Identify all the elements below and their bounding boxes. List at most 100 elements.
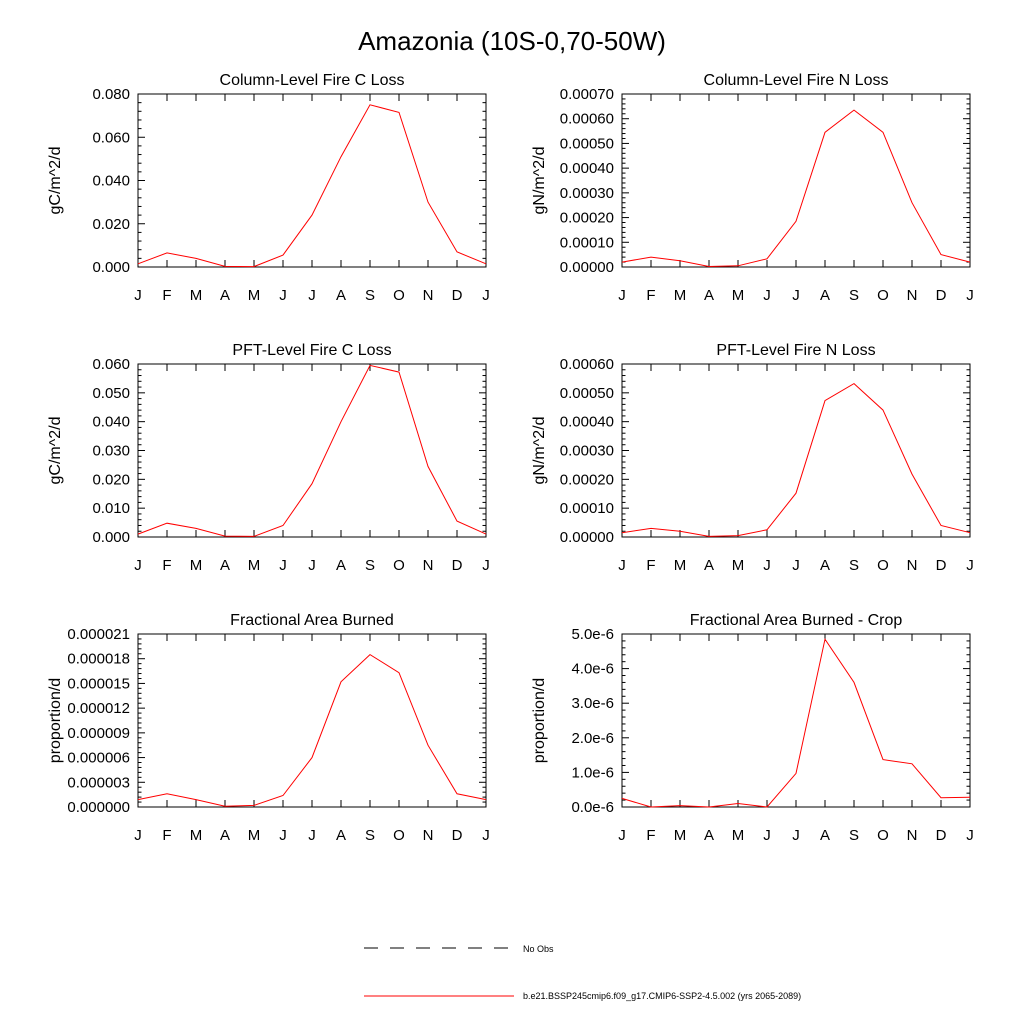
y-tick-label: 0.000018 (67, 651, 130, 668)
x-tick-label: J (279, 557, 287, 574)
panel-title: Fractional Area Burned - Crop (690, 612, 903, 629)
x-tick-label: F (162, 827, 171, 844)
plot-frame (621, 633, 971, 808)
y-axis-label: gC/m^2/d (47, 417, 64, 485)
y-tick-label: 0.00000 (560, 259, 614, 276)
y-tick-label: 0.040 (92, 173, 130, 190)
x-tick-label: J (279, 827, 287, 844)
x-tick-label: S (849, 287, 859, 304)
plot-frame (137, 633, 487, 808)
y-tick-label: 0.00000 (560, 529, 614, 546)
x-tick-label: J (279, 287, 287, 304)
x-tick-label: O (393, 287, 405, 304)
x-tick-label: M (248, 557, 261, 574)
x-tick-label: M (732, 827, 745, 844)
x-tick-label: N (907, 287, 918, 304)
y-tick-label: 3.0e-6 (571, 695, 614, 712)
y-tick-label: 0.050 (92, 385, 130, 402)
x-tick-label: A (704, 287, 714, 304)
x-tick-label: J (482, 827, 490, 844)
x-tick-label: D (452, 287, 463, 304)
y-tick-label: 1.0e-6 (571, 764, 614, 781)
y-tick-label: 0.00040 (560, 160, 614, 177)
x-tick-label: D (936, 827, 947, 844)
plot-frame (621, 363, 971, 538)
x-tick-label: J (792, 287, 800, 304)
x-tick-label: J (308, 287, 316, 304)
x-tick-label: N (907, 557, 918, 574)
x-tick-label: J (482, 557, 490, 574)
x-tick-label: J (763, 287, 771, 304)
x-tick-label: A (820, 557, 830, 574)
x-tick-label: J (618, 827, 626, 844)
y-tick-label: 0.00010 (560, 500, 614, 517)
y-tick-label: 0.00010 (560, 234, 614, 251)
legend-obs-label: No Obs (523, 944, 554, 954)
x-tick-label: F (646, 557, 655, 574)
x-tick-label: S (365, 287, 375, 304)
x-tick-label: J (966, 287, 974, 304)
y-tick-label: 0.000 (92, 529, 130, 546)
y-tick-label: 0.020 (92, 216, 130, 233)
series-line-1 (137, 653, 487, 807)
x-tick-label: D (936, 287, 947, 304)
x-tick-label: A (704, 557, 714, 574)
x-tick-label: F (646, 827, 655, 844)
panel-title: PFT-Level Fire N Loss (716, 342, 875, 359)
y-axis-label: proportion/d (47, 678, 64, 763)
series-line-1 (137, 364, 487, 537)
x-tick-label: M (732, 557, 745, 574)
x-tick-label: N (423, 827, 434, 844)
series-line-1 (621, 109, 971, 268)
series-line-1 (137, 104, 487, 268)
panel-title: Fractional Area Burned (230, 612, 394, 629)
plot-frame (137, 93, 487, 268)
y-tick-label: 0.000009 (67, 725, 130, 742)
y-tick-label: 0.030 (92, 443, 130, 460)
y-tick-label: 0.000003 (67, 774, 130, 791)
x-tick-label: O (877, 287, 889, 304)
y-tick-label: 0.000012 (67, 700, 130, 717)
x-tick-label: M (674, 827, 687, 844)
legend-model-label: b.e21.BSSP245cmip6.f09_g17.CMIP6-SSP2-4.… (523, 991, 801, 1001)
y-tick-label: 0.00070 (560, 86, 614, 103)
y-tick-label: 0.020 (92, 471, 130, 488)
y-tick-label: 0.000000 (67, 799, 130, 816)
x-tick-label: N (907, 827, 918, 844)
y-tick-label: 0.00020 (560, 471, 614, 488)
x-tick-label: S (365, 827, 375, 844)
y-tick-label: 0.00060 (560, 356, 614, 373)
y-tick-label: 0.060 (92, 129, 130, 146)
x-tick-label: A (820, 827, 830, 844)
x-tick-label: A (220, 557, 230, 574)
x-tick-label: O (877, 827, 889, 844)
x-tick-label: D (452, 827, 463, 844)
x-tick-label: J (308, 827, 316, 844)
y-tick-label: 0.040 (92, 414, 130, 431)
x-tick-label: J (134, 557, 142, 574)
x-tick-label: F (162, 287, 171, 304)
x-tick-label: M (248, 287, 261, 304)
x-tick-label: S (365, 557, 375, 574)
x-tick-label: A (820, 287, 830, 304)
y-tick-label: 0.0e-6 (571, 799, 614, 816)
x-tick-label: M (248, 827, 261, 844)
x-tick-label: M (674, 287, 687, 304)
x-tick-label: F (646, 287, 655, 304)
y-tick-label: 5.0e-6 (571, 626, 614, 643)
y-axis-label: gN/m^2/d (531, 147, 548, 215)
x-tick-label: O (877, 557, 889, 574)
series-line-1 (621, 637, 971, 808)
plot-frame (137, 363, 487, 538)
chart-panel-6: Fractional Area Burned - Crop proportion/… (531, 612, 974, 844)
y-tick-label: 0.000006 (67, 750, 130, 767)
y-tick-label: 0.00030 (560, 185, 614, 202)
x-tick-label: A (336, 287, 346, 304)
x-tick-label: N (423, 557, 434, 574)
y-tick-label: 0.00050 (560, 135, 614, 152)
y-tick-label: 2.0e-6 (571, 730, 614, 747)
